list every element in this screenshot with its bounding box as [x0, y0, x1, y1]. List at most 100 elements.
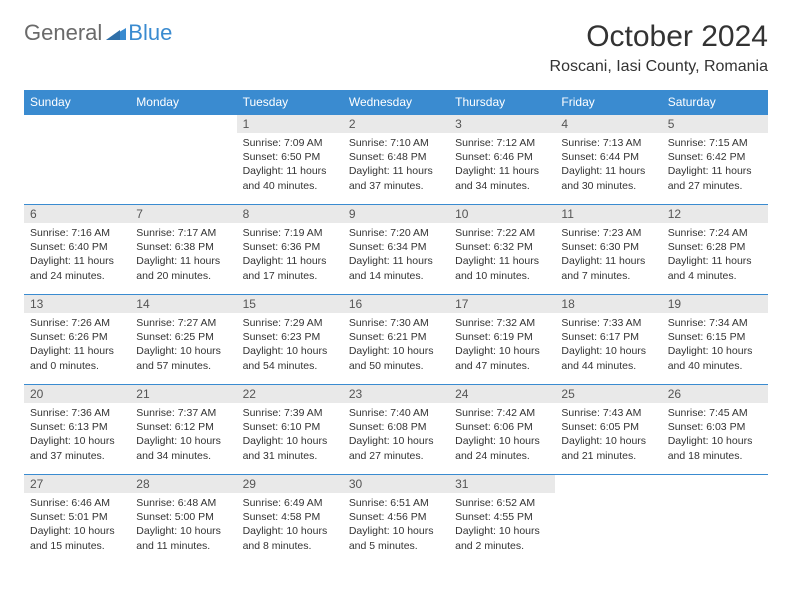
day-info: Sunrise: 7:13 AMSunset: 6:44 PMDaylight:…: [555, 133, 661, 199]
dow-tuesday: Tuesday: [237, 90, 343, 115]
day-number: 17: [449, 295, 555, 313]
calendar-day-cell: 18Sunrise: 7:33 AMSunset: 6:17 PMDayligh…: [555, 295, 661, 385]
calendar-day-cell: [662, 475, 768, 565]
calendar-day-cell: 2Sunrise: 7:10 AMSunset: 6:48 PMDaylight…: [343, 115, 449, 205]
calendar-day-cell: 26Sunrise: 7:45 AMSunset: 6:03 PMDayligh…: [662, 385, 768, 475]
calendar-day-cell: 16Sunrise: 7:30 AMSunset: 6:21 PMDayligh…: [343, 295, 449, 385]
day-info: Sunrise: 6:46 AMSunset: 5:01 PMDaylight:…: [24, 493, 130, 559]
day-info: Sunrise: 7:43 AMSunset: 6:05 PMDaylight:…: [555, 403, 661, 469]
day-number: 25: [555, 385, 661, 403]
day-info: Sunrise: 7:10 AMSunset: 6:48 PMDaylight:…: [343, 133, 449, 199]
day-info: Sunrise: 7:17 AMSunset: 6:38 PMDaylight:…: [130, 223, 236, 289]
calendar-day-cell: 24Sunrise: 7:42 AMSunset: 6:06 PMDayligh…: [449, 385, 555, 475]
dow-monday: Monday: [130, 90, 236, 115]
day-number: 27: [24, 475, 130, 493]
day-info: Sunrise: 7:20 AMSunset: 6:34 PMDaylight:…: [343, 223, 449, 289]
calendar-day-cell: 4Sunrise: 7:13 AMSunset: 6:44 PMDaylight…: [555, 115, 661, 205]
day-number: 2: [343, 115, 449, 133]
day-info: Sunrise: 7:27 AMSunset: 6:25 PMDaylight:…: [130, 313, 236, 379]
calendar-week-row: 1Sunrise: 7:09 AMSunset: 6:50 PMDaylight…: [24, 115, 768, 205]
calendar-day-cell: 8Sunrise: 7:19 AMSunset: 6:36 PMDaylight…: [237, 205, 343, 295]
calendar-day-cell: 29Sunrise: 6:49 AMSunset: 4:58 PMDayligh…: [237, 475, 343, 565]
day-info: Sunrise: 7:42 AMSunset: 6:06 PMDaylight:…: [449, 403, 555, 469]
location-text: Roscani, Iasi County, Romania: [550, 58, 768, 76]
day-info: Sunrise: 7:15 AMSunset: 6:42 PMDaylight:…: [662, 133, 768, 199]
day-info: Sunrise: 7:19 AMSunset: 6:36 PMDaylight:…: [237, 223, 343, 289]
day-info: Sunrise: 7:37 AMSunset: 6:12 PMDaylight:…: [130, 403, 236, 469]
day-number: 26: [662, 385, 768, 403]
month-title: October 2024: [550, 20, 768, 54]
calendar-day-cell: 30Sunrise: 6:51 AMSunset: 4:56 PMDayligh…: [343, 475, 449, 565]
day-number: 28: [130, 475, 236, 493]
dow-saturday: Saturday: [662, 90, 768, 115]
day-number: 23: [343, 385, 449, 403]
day-info: Sunrise: 7:22 AMSunset: 6:32 PMDaylight:…: [449, 223, 555, 289]
calendar-day-cell: 17Sunrise: 7:32 AMSunset: 6:19 PMDayligh…: [449, 295, 555, 385]
day-info: Sunrise: 7:39 AMSunset: 6:10 PMDaylight:…: [237, 403, 343, 469]
day-number: 3: [449, 115, 555, 133]
calendar-day-cell: 22Sunrise: 7:39 AMSunset: 6:10 PMDayligh…: [237, 385, 343, 475]
day-info: Sunrise: 7:24 AMSunset: 6:28 PMDaylight:…: [662, 223, 768, 289]
day-number: 18: [555, 295, 661, 313]
calendar-day-cell: 3Sunrise: 7:12 AMSunset: 6:46 PMDaylight…: [449, 115, 555, 205]
day-number: 13: [24, 295, 130, 313]
calendar-body: 1Sunrise: 7:09 AMSunset: 6:50 PMDaylight…: [24, 115, 768, 565]
day-number: 19: [662, 295, 768, 313]
title-block: October 2024 Roscani, Iasi County, Roman…: [550, 20, 768, 76]
calendar-day-cell: 15Sunrise: 7:29 AMSunset: 6:23 PMDayligh…: [237, 295, 343, 385]
calendar-week-row: 13Sunrise: 7:26 AMSunset: 6:26 PMDayligh…: [24, 295, 768, 385]
brand-logo: General Blue: [24, 20, 172, 46]
day-number: 15: [237, 295, 343, 313]
day-number: 6: [24, 205, 130, 223]
day-info: Sunrise: 7:40 AMSunset: 6:08 PMDaylight:…: [343, 403, 449, 469]
calendar-week-row: 20Sunrise: 7:36 AMSunset: 6:13 PMDayligh…: [24, 385, 768, 475]
day-number: 14: [130, 295, 236, 313]
calendar-day-cell: [24, 115, 130, 205]
day-number: 29: [237, 475, 343, 493]
day-number: 30: [343, 475, 449, 493]
calendar-day-cell: 11Sunrise: 7:23 AMSunset: 6:30 PMDayligh…: [555, 205, 661, 295]
day-info: Sunrise: 7:12 AMSunset: 6:46 PMDaylight:…: [449, 133, 555, 199]
day-info: Sunrise: 7:45 AMSunset: 6:03 PMDaylight:…: [662, 403, 768, 469]
day-info: Sunrise: 6:48 AMSunset: 5:00 PMDaylight:…: [130, 493, 236, 559]
day-info: Sunrise: 7:34 AMSunset: 6:15 PMDaylight:…: [662, 313, 768, 379]
day-number: 1: [237, 115, 343, 133]
day-number: 5: [662, 115, 768, 133]
calendar-week-row: 6Sunrise: 7:16 AMSunset: 6:40 PMDaylight…: [24, 205, 768, 295]
calendar-day-cell: 28Sunrise: 6:48 AMSunset: 5:00 PMDayligh…: [130, 475, 236, 565]
day-info: Sunrise: 7:33 AMSunset: 6:17 PMDaylight:…: [555, 313, 661, 379]
day-info: Sunrise: 7:32 AMSunset: 6:19 PMDaylight:…: [449, 313, 555, 379]
calendar-week-row: 27Sunrise: 6:46 AMSunset: 5:01 PMDayligh…: [24, 475, 768, 565]
day-number: 31: [449, 475, 555, 493]
calendar-day-cell: 10Sunrise: 7:22 AMSunset: 6:32 PMDayligh…: [449, 205, 555, 295]
day-number: 11: [555, 205, 661, 223]
calendar-day-cell: 20Sunrise: 7:36 AMSunset: 6:13 PMDayligh…: [24, 385, 130, 475]
calendar-day-cell: 6Sunrise: 7:16 AMSunset: 6:40 PMDaylight…: [24, 205, 130, 295]
day-number: 9: [343, 205, 449, 223]
dow-wednesday: Wednesday: [343, 90, 449, 115]
calendar-day-cell: 13Sunrise: 7:26 AMSunset: 6:26 PMDayligh…: [24, 295, 130, 385]
calendar-day-cell: 27Sunrise: 6:46 AMSunset: 5:01 PMDayligh…: [24, 475, 130, 565]
day-info: Sunrise: 7:30 AMSunset: 6:21 PMDaylight:…: [343, 313, 449, 379]
calendar-day-cell: [130, 115, 236, 205]
calendar-day-cell: 1Sunrise: 7:09 AMSunset: 6:50 PMDaylight…: [237, 115, 343, 205]
dow-header-row: Sunday Monday Tuesday Wednesday Thursday…: [24, 90, 768, 115]
day-info: Sunrise: 6:52 AMSunset: 4:55 PMDaylight:…: [449, 493, 555, 559]
day-info: Sunrise: 7:09 AMSunset: 6:50 PMDaylight:…: [237, 133, 343, 199]
calendar-day-cell: 12Sunrise: 7:24 AMSunset: 6:28 PMDayligh…: [662, 205, 768, 295]
day-number: 16: [343, 295, 449, 313]
calendar-day-cell: 21Sunrise: 7:37 AMSunset: 6:12 PMDayligh…: [130, 385, 236, 475]
day-number: 24: [449, 385, 555, 403]
day-info: Sunrise: 7:23 AMSunset: 6:30 PMDaylight:…: [555, 223, 661, 289]
day-number: 4: [555, 115, 661, 133]
day-info: Sunrise: 7:26 AMSunset: 6:26 PMDaylight:…: [24, 313, 130, 379]
logo-word-blue: Blue: [128, 20, 172, 46]
dow-thursday: Thursday: [449, 90, 555, 115]
calendar-day-cell: 23Sunrise: 7:40 AMSunset: 6:08 PMDayligh…: [343, 385, 449, 475]
page-header: General Blue October 2024 Roscani, Iasi …: [24, 20, 768, 76]
calendar-day-cell: [555, 475, 661, 565]
day-number: 22: [237, 385, 343, 403]
calendar-day-cell: 19Sunrise: 7:34 AMSunset: 6:15 PMDayligh…: [662, 295, 768, 385]
day-number: 10: [449, 205, 555, 223]
logo-word-general: General: [24, 20, 102, 46]
